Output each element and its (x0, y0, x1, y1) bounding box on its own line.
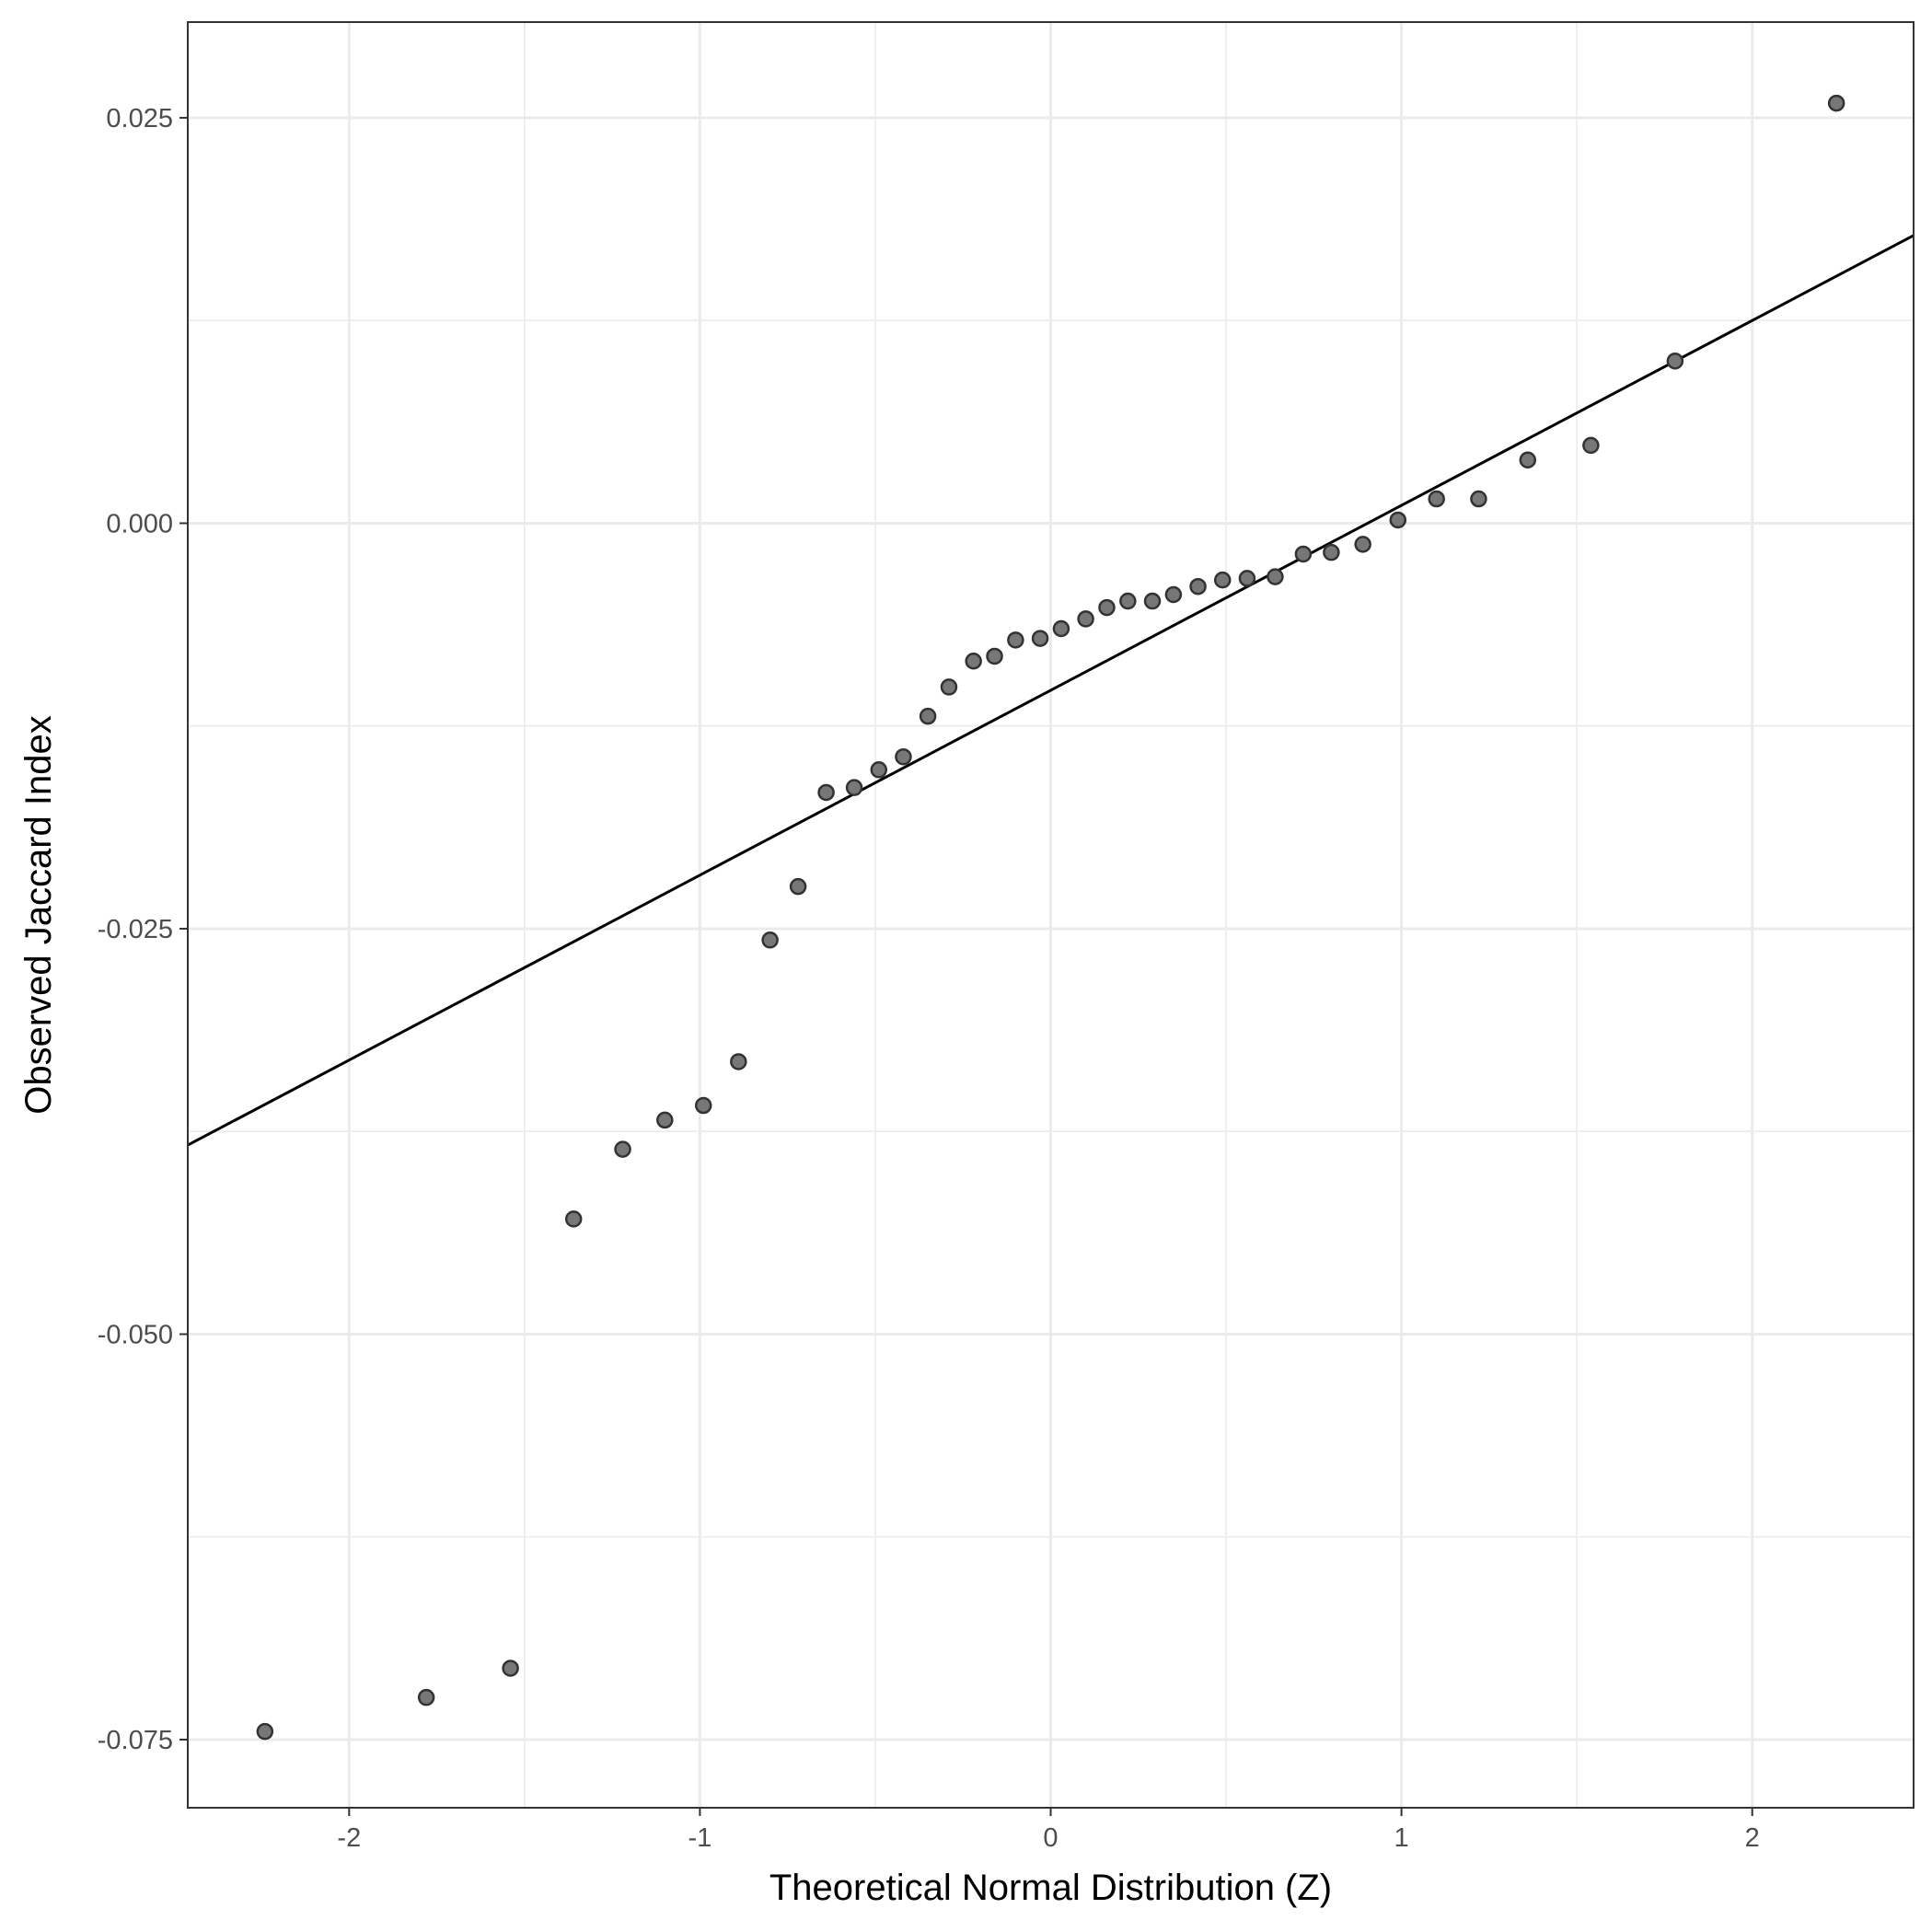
x-axis-title: Theoretical Normal Distribution (Z) (769, 1868, 1332, 1908)
data-point (614, 1140, 631, 1158)
y-axis-title: Observed Jaccard Index (18, 715, 59, 1115)
data-point (845, 779, 863, 796)
data-points (256, 94, 1845, 1741)
data-point (417, 1688, 435, 1706)
data-point (1098, 598, 1116, 617)
data-point (789, 877, 807, 896)
y-tick-label: 0.000 (106, 509, 173, 538)
data-point (1582, 436, 1600, 455)
data-point (656, 1111, 674, 1129)
x-tick-label: 0 (1043, 1823, 1058, 1853)
data-point (694, 1096, 712, 1115)
qq-reference-line (187, 234, 1915, 1147)
data-point (761, 931, 779, 949)
data-point (895, 747, 912, 766)
data-point (1827, 94, 1845, 112)
data-point (1294, 545, 1313, 563)
x-tick-label: 1 (1394, 1823, 1409, 1853)
data-point (1666, 353, 1684, 370)
data-point (1077, 610, 1094, 628)
reference-line-layer (187, 234, 1915, 1147)
y-axis: -0.075 -0.050 -0.025 0.000 0.025 (98, 104, 188, 1755)
data-point (940, 678, 958, 696)
data-point (1354, 536, 1371, 553)
x-tick-label: -2 (337, 1823, 361, 1853)
data-point (986, 647, 1003, 665)
data-point (256, 1722, 274, 1741)
x-tick-label: -1 (688, 1823, 712, 1853)
data-point (1007, 631, 1024, 649)
data-point (502, 1660, 519, 1677)
data-point (1213, 571, 1232, 589)
data-point (965, 652, 982, 670)
data-point (1143, 592, 1162, 610)
data-point (1052, 619, 1070, 638)
data-point (564, 1210, 583, 1228)
data-point (1031, 630, 1049, 647)
data-point (1389, 511, 1407, 529)
y-tick-label: 0.025 (106, 104, 173, 133)
data-point (1238, 570, 1256, 587)
data-point (730, 1053, 747, 1070)
data-point (1323, 543, 1340, 561)
data-point (1119, 592, 1137, 610)
data-point (1428, 490, 1445, 508)
data-point (919, 707, 937, 725)
x-tick-label: 2 (1745, 1823, 1760, 1853)
data-point (1470, 490, 1487, 508)
data-point (1164, 585, 1183, 604)
data-point (1519, 451, 1537, 469)
x-axis: -2 -1 0 1 2 (337, 1808, 1760, 1853)
y-tick-label: -0.050 (98, 1320, 173, 1349)
data-point (1189, 577, 1207, 596)
y-tick-label: -0.075 (98, 1726, 173, 1755)
y-tick-label: -0.025 (98, 915, 173, 944)
data-point (1267, 568, 1284, 585)
grid-lines (188, 22, 1914, 1808)
data-point (817, 783, 835, 802)
data-point (870, 761, 888, 779)
